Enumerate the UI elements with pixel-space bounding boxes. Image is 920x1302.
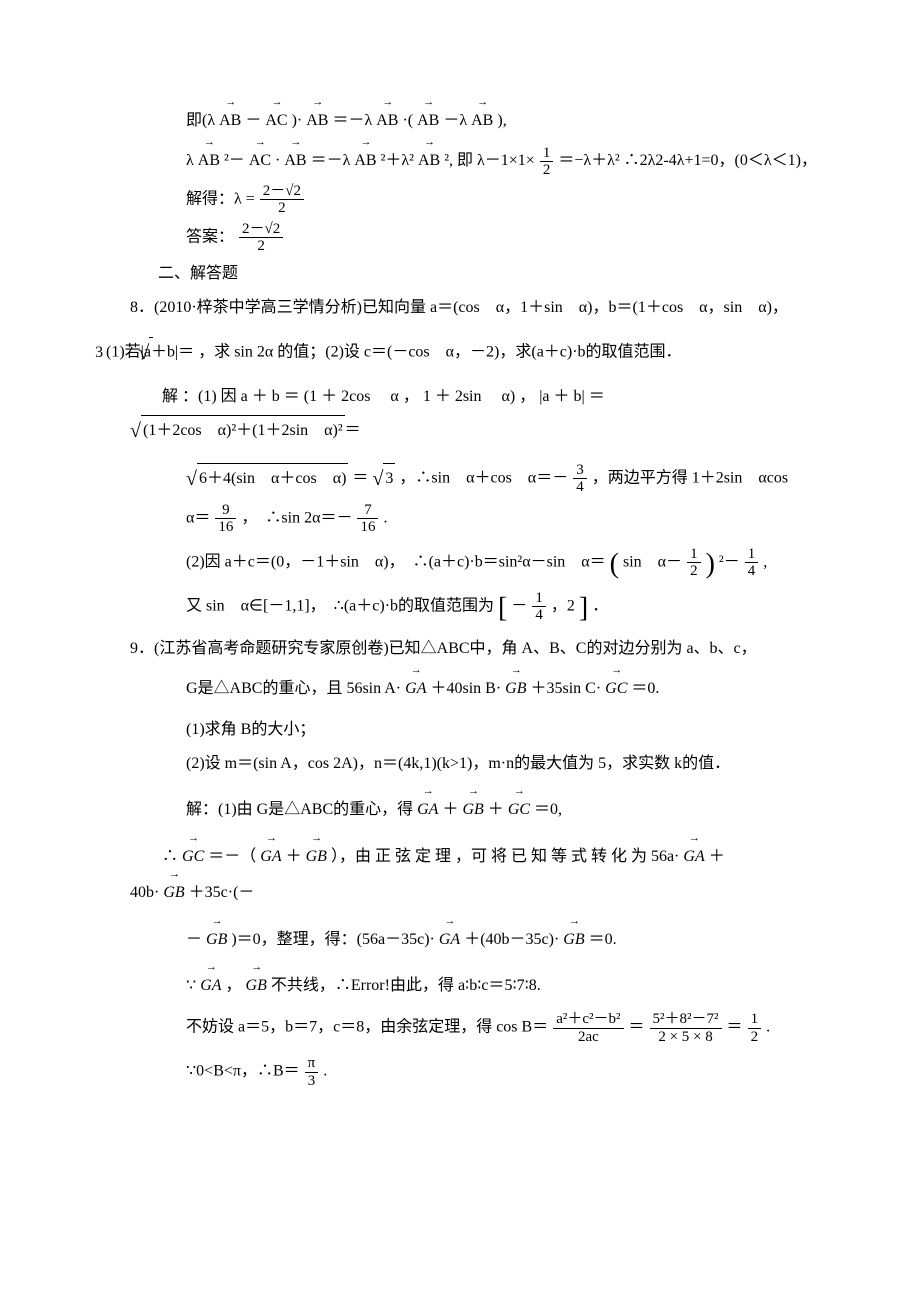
vector-gc: GC bbox=[605, 668, 627, 704]
sqrt: √6＋4(sin α＋cos α) bbox=[186, 460, 348, 498]
question-9: 9．(江苏省高考命题研究专家原创卷)已知△ABC中，角 A、B、C的对边分别为 … bbox=[130, 634, 820, 664]
vector-ab: AB bbox=[198, 140, 220, 176]
math-line: λ AB ²－ AC · AB ＝－λ AB ²＋λ² AB ², 即 λ－1×… bbox=[130, 140, 820, 178]
vector-gb: GB bbox=[163, 872, 184, 908]
vector-gb: GB bbox=[505, 668, 526, 704]
vector-ga: GA bbox=[405, 668, 426, 704]
paren-open: ( bbox=[610, 549, 619, 580]
fraction: 1 4 bbox=[745, 546, 759, 580]
solution-line: (2)因 a＋c＝(0，－1＋sin α)， ∴(a＋c)·b＝sin²α－si… bbox=[130, 546, 820, 580]
question-9-line2: G是△ABC的重心，且 56sin A· GA ＋40sin B· GB ＋35… bbox=[130, 668, 820, 704]
solution-line: 解 ：(1) 因 a ＋ b ＝ (1 ＋ 2cos α ， 1 ＋ 2sin … bbox=[130, 382, 820, 450]
solution-line: 解：(1)由 G是△ABC的重心，得 GA ＋ GB ＋ GC ＝0, bbox=[130, 789, 820, 825]
bracket-open: [ bbox=[498, 593, 507, 624]
fraction: 1 2 bbox=[748, 1011, 762, 1045]
vector-ab: AB bbox=[471, 100, 493, 136]
question-8-parts: (1)若|a＋b|＝√3，求 sin 2α 的值；(2)设 c＝(－cos α，… bbox=[130, 334, 820, 372]
fraction: 1 2 bbox=[687, 546, 701, 580]
vector-ab: AB bbox=[219, 100, 241, 136]
fraction: π 3 bbox=[305, 1055, 319, 1089]
answer-line: 答案： 2－√2 2 bbox=[130, 221, 820, 255]
solution-line: ∵ GA ， GB 不共线，∴Error!由此，得 a∶b∶c＝5∶7∶8. bbox=[130, 965, 820, 1001]
vector-gb: GB bbox=[462, 789, 483, 825]
vector-ga: GA bbox=[200, 965, 221, 1001]
vector-ab: AB bbox=[417, 100, 439, 136]
math-line: 即(λ AB － AC )· AB ＝－λ AB ·( AB －λ AB ), bbox=[130, 100, 820, 136]
vector-gc: GC bbox=[508, 789, 530, 825]
vector-gc: GC bbox=[182, 836, 204, 872]
fraction: 3 4 bbox=[573, 462, 587, 496]
solution-line: √6＋4(sin α＋cos α) ＝ √3 ，∴sin α＋cos α＝－ 3… bbox=[130, 460, 820, 498]
fraction: a²＋c²－b² 2ac bbox=[553, 1011, 623, 1045]
vector-ab: AB bbox=[354, 140, 376, 176]
vector-gb: GB bbox=[563, 919, 584, 955]
fraction: 7 16 bbox=[357, 502, 378, 536]
question-8: 8．(2010·梓茶中学高三学情分析)已知向量 a＝(cos α，1＋sin α… bbox=[130, 293, 820, 323]
question-9-part1: (1)求角 B的大小； bbox=[130, 715, 820, 745]
fraction: 9 16 bbox=[215, 502, 236, 536]
vector-ga: GA bbox=[260, 836, 281, 872]
solution-line: α＝ 9 16 ， ∴sin 2α＝－ 7 16 . bbox=[130, 502, 820, 536]
fraction: 1 4 bbox=[532, 590, 546, 624]
vector-ac: AC bbox=[249, 140, 271, 176]
fraction: 1 2 bbox=[540, 145, 554, 179]
text: 即(λ bbox=[186, 112, 219, 129]
vector-ac: AC bbox=[265, 100, 287, 136]
sqrt: √3 bbox=[372, 460, 395, 498]
vector-ga: GA bbox=[683, 836, 704, 872]
section-title: 二、解答题 bbox=[130, 259, 820, 289]
vector-ab: AB bbox=[376, 100, 398, 136]
vector-ga: GA bbox=[439, 919, 460, 955]
vector-ab: AB bbox=[306, 100, 328, 136]
vector-ga: GA bbox=[417, 789, 438, 825]
vector-ab: AB bbox=[284, 140, 306, 176]
fraction: 5²＋8²－7² 2 × 5 × 8 bbox=[650, 1011, 722, 1045]
vector-gb: GB bbox=[246, 965, 267, 1001]
math-line: 解得：λ = 2－√2 2 bbox=[130, 183, 820, 217]
vector-gb: GB bbox=[306, 836, 327, 872]
solution-line: 不妨设 a＝5，b＝7，c＝8，由余弦定理，得 cos B＝ a²＋c²－b² … bbox=[130, 1011, 820, 1045]
fraction: 2－√2 2 bbox=[239, 221, 283, 255]
fraction: 2－√2 2 bbox=[260, 183, 304, 217]
vector-ab: AB bbox=[418, 140, 440, 176]
solution-line: ∴ GC ＝－（ GA ＋ GB ），由 正 弦 定 理 ，可 将 已 知 等 … bbox=[130, 836, 820, 909]
sqrt: √(1＋2cos α)²＋(1＋2sin α)² bbox=[130, 412, 345, 450]
bracket-close: ] bbox=[579, 593, 588, 624]
vector-gb: GB bbox=[206, 919, 227, 955]
solution-line: ∵0<B<π，∴B＝ π 3 . bbox=[130, 1055, 820, 1089]
solution-line: 又 sin α∈[－1,1]， ∴(a＋c)·b的取值范围为 [ － 1 4 ，… bbox=[130, 590, 820, 624]
paren-close: ) bbox=[706, 549, 715, 580]
solution-line: － GB )＝0，整理，得：(56a－35c)· GA ＋(40b－35c)· … bbox=[130, 919, 820, 955]
question-9-part2: (2)设 m＝(sin A，cos 2A)，n＝(4k,1)(k>1)，m·n的… bbox=[130, 749, 820, 779]
